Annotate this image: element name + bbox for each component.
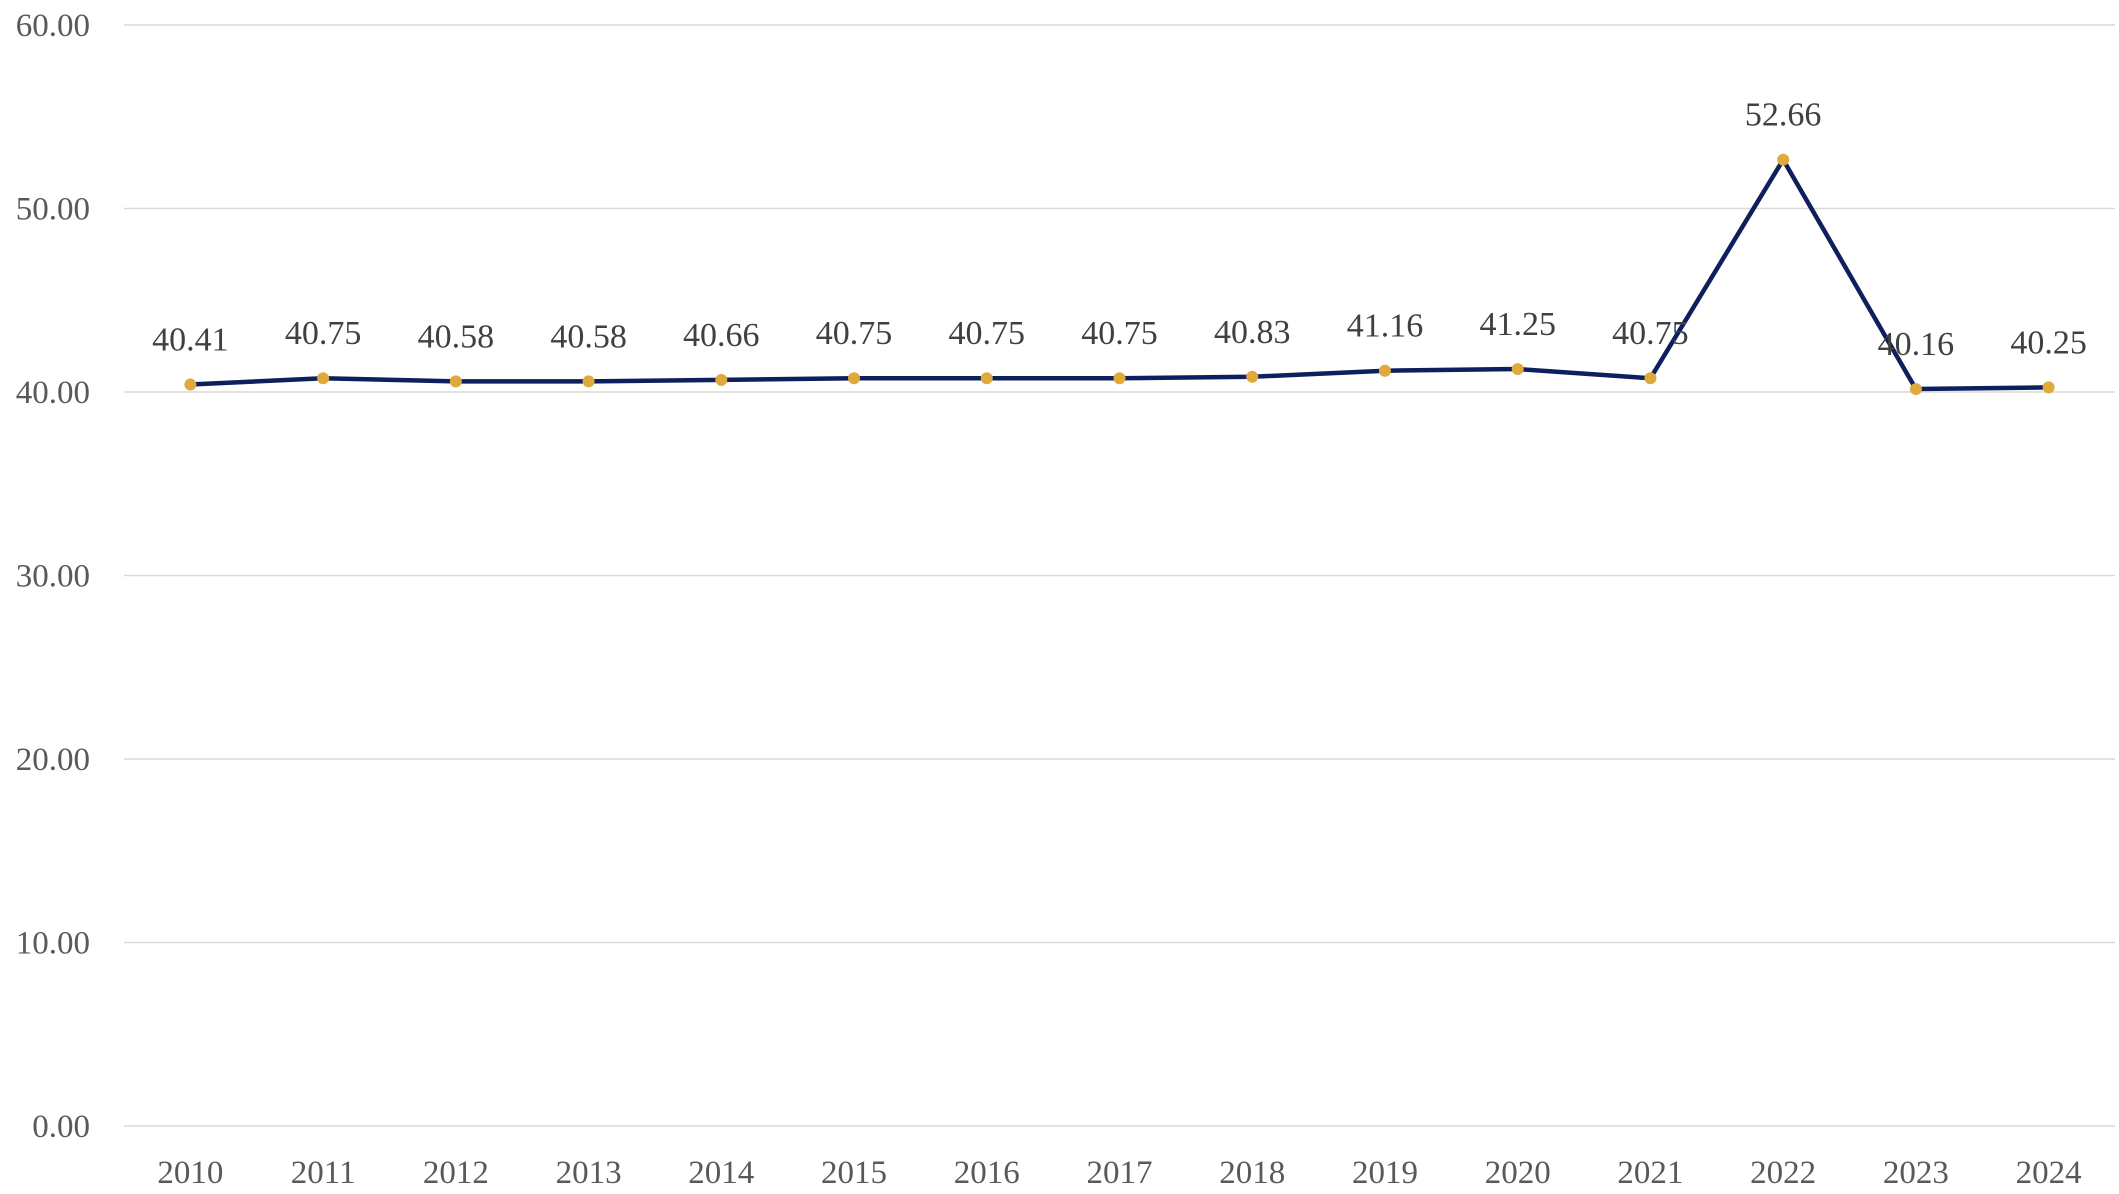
data-point [1378,364,1391,377]
data-point [317,372,330,385]
gridlines [124,24,2115,1127]
data-point [1644,372,1657,385]
data-point [1909,383,1922,396]
x-tick-label: 2010 [157,1155,223,1191]
data-point [449,375,462,388]
data-label: 40.16 [1878,326,1955,363]
x-tick-label: 2024 [2016,1155,2082,1191]
data-label: 40.75 [1612,315,1689,352]
data-point [2042,381,2055,394]
data-label: 40.58 [418,318,495,355]
data-point [980,372,993,385]
data-label: 40.25 [2010,324,2087,361]
y-tick-label: 10.00 [16,926,90,962]
data-label: 40.66 [683,317,760,354]
y-tick-label: 20.00 [16,742,90,778]
x-tick-label: 2022 [1750,1155,1816,1191]
y-tick-label: 50.00 [16,192,90,228]
data-labels: 40.41 40.75 40.58 40.58 40.66 40.75 40.75 40.75… [152,97,2087,363]
x-tick-label: 2017 [1087,1155,1153,1191]
data-point [582,375,595,388]
data-point [715,373,728,386]
data-label: 40.75 [949,315,1026,352]
y-tick-label: 0.00 [32,1109,90,1145]
data-point [848,372,861,385]
data-label: 40.83 [1214,314,1291,351]
data-point [1777,153,1790,166]
x-tick-label: 2016 [954,1155,1020,1191]
data-label: 52.66 [1745,97,1822,134]
data-point [184,378,197,391]
x-tick-label: 2023 [1883,1155,1949,1191]
x-axis: 2010 2011 2012 2013 2014 2015 2016 2017 2018 2019… [157,1155,2081,1191]
data-label: 40.58 [550,318,627,355]
y-tick-label: 30.00 [16,559,90,595]
data-label: 40.41 [152,321,229,358]
data-point [1113,372,1126,385]
x-tick-label: 2013 [556,1155,622,1191]
y-tick-label: 40.00 [16,375,90,411]
x-tick-label: 2015 [821,1155,887,1191]
data-label: 40.75 [816,315,893,352]
data-label: 40.75 [1081,315,1158,352]
data-label: 40.75 [285,315,362,352]
y-axis: 0.00 10.00 20.00 30.00 40.00 50.00 60.00 [16,8,90,1145]
data-label: 41.25 [1479,306,1556,343]
x-tick-label: 2014 [688,1155,754,1191]
x-tick-label: 2012 [423,1155,489,1191]
data-point [1511,363,1524,376]
y-tick-label: 60.00 [16,8,90,44]
data-point [1246,370,1259,383]
data-label: 41.16 [1347,308,1424,345]
x-tick-label: 2011 [291,1155,356,1191]
series-group [184,153,2055,396]
x-tick-label: 2018 [1219,1155,1285,1191]
x-tick-label: 2019 [1352,1155,1418,1191]
x-tick-label: 2021 [1617,1155,1683,1191]
x-tick-label: 2020 [1485,1155,1551,1191]
